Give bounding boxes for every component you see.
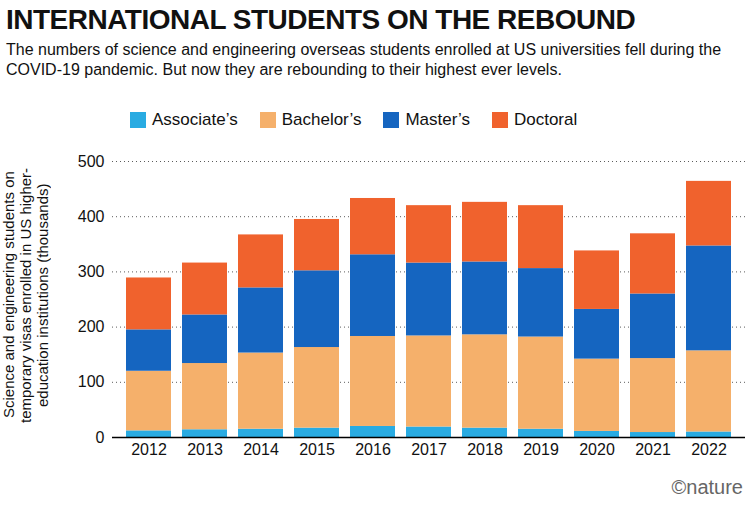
- html-text:The numbers of science and eng: The numbers of science and engineering o…: [6, 41, 722, 78]
- svg-text:2020: 2020: [579, 441, 615, 458]
- html-text:Science and engineering studen: Science and engineering students on temp…: [0, 167, 51, 423]
- svg-text:2012: 2012: [131, 441, 167, 458]
- html-text:Bachelor’s: Bachelor’s: [281, 110, 362, 129]
- html-text:INTERNATIONAL STUDENTS ON THE: INTERNATIONAL STUDENTS ON THE REBOUND: [6, 4, 636, 35]
- svg-text:300: 300: [78, 263, 105, 280]
- svg-text:100: 100: [78, 373, 105, 390]
- html-text:Master’s: Master’s: [405, 110, 470, 129]
- svg-text:2016: 2016: [355, 441, 391, 458]
- html-text:©nature: ©nature: [671, 476, 743, 498]
- svg-text:2019: 2019: [523, 441, 559, 458]
- svg-text:2022: 2022: [691, 441, 727, 458]
- svg-text:0: 0: [96, 429, 105, 446]
- svg-text:2018: 2018: [467, 441, 503, 458]
- html-text:Associate’s: Associate’s: [152, 110, 238, 129]
- svg-text:2021: 2021: [635, 441, 671, 458]
- svg-text:2014: 2014: [243, 441, 279, 458]
- svg-text:2017: 2017: [411, 441, 447, 458]
- svg-text:400: 400: [78, 208, 105, 225]
- html-text:Doctoral: Doctoral: [514, 110, 578, 129]
- svg-text:2013: 2013: [187, 441, 223, 458]
- svg-text:200: 200: [78, 318, 105, 335]
- svg-text:2015: 2015: [299, 441, 335, 458]
- svg-text:500: 500: [78, 153, 105, 170]
